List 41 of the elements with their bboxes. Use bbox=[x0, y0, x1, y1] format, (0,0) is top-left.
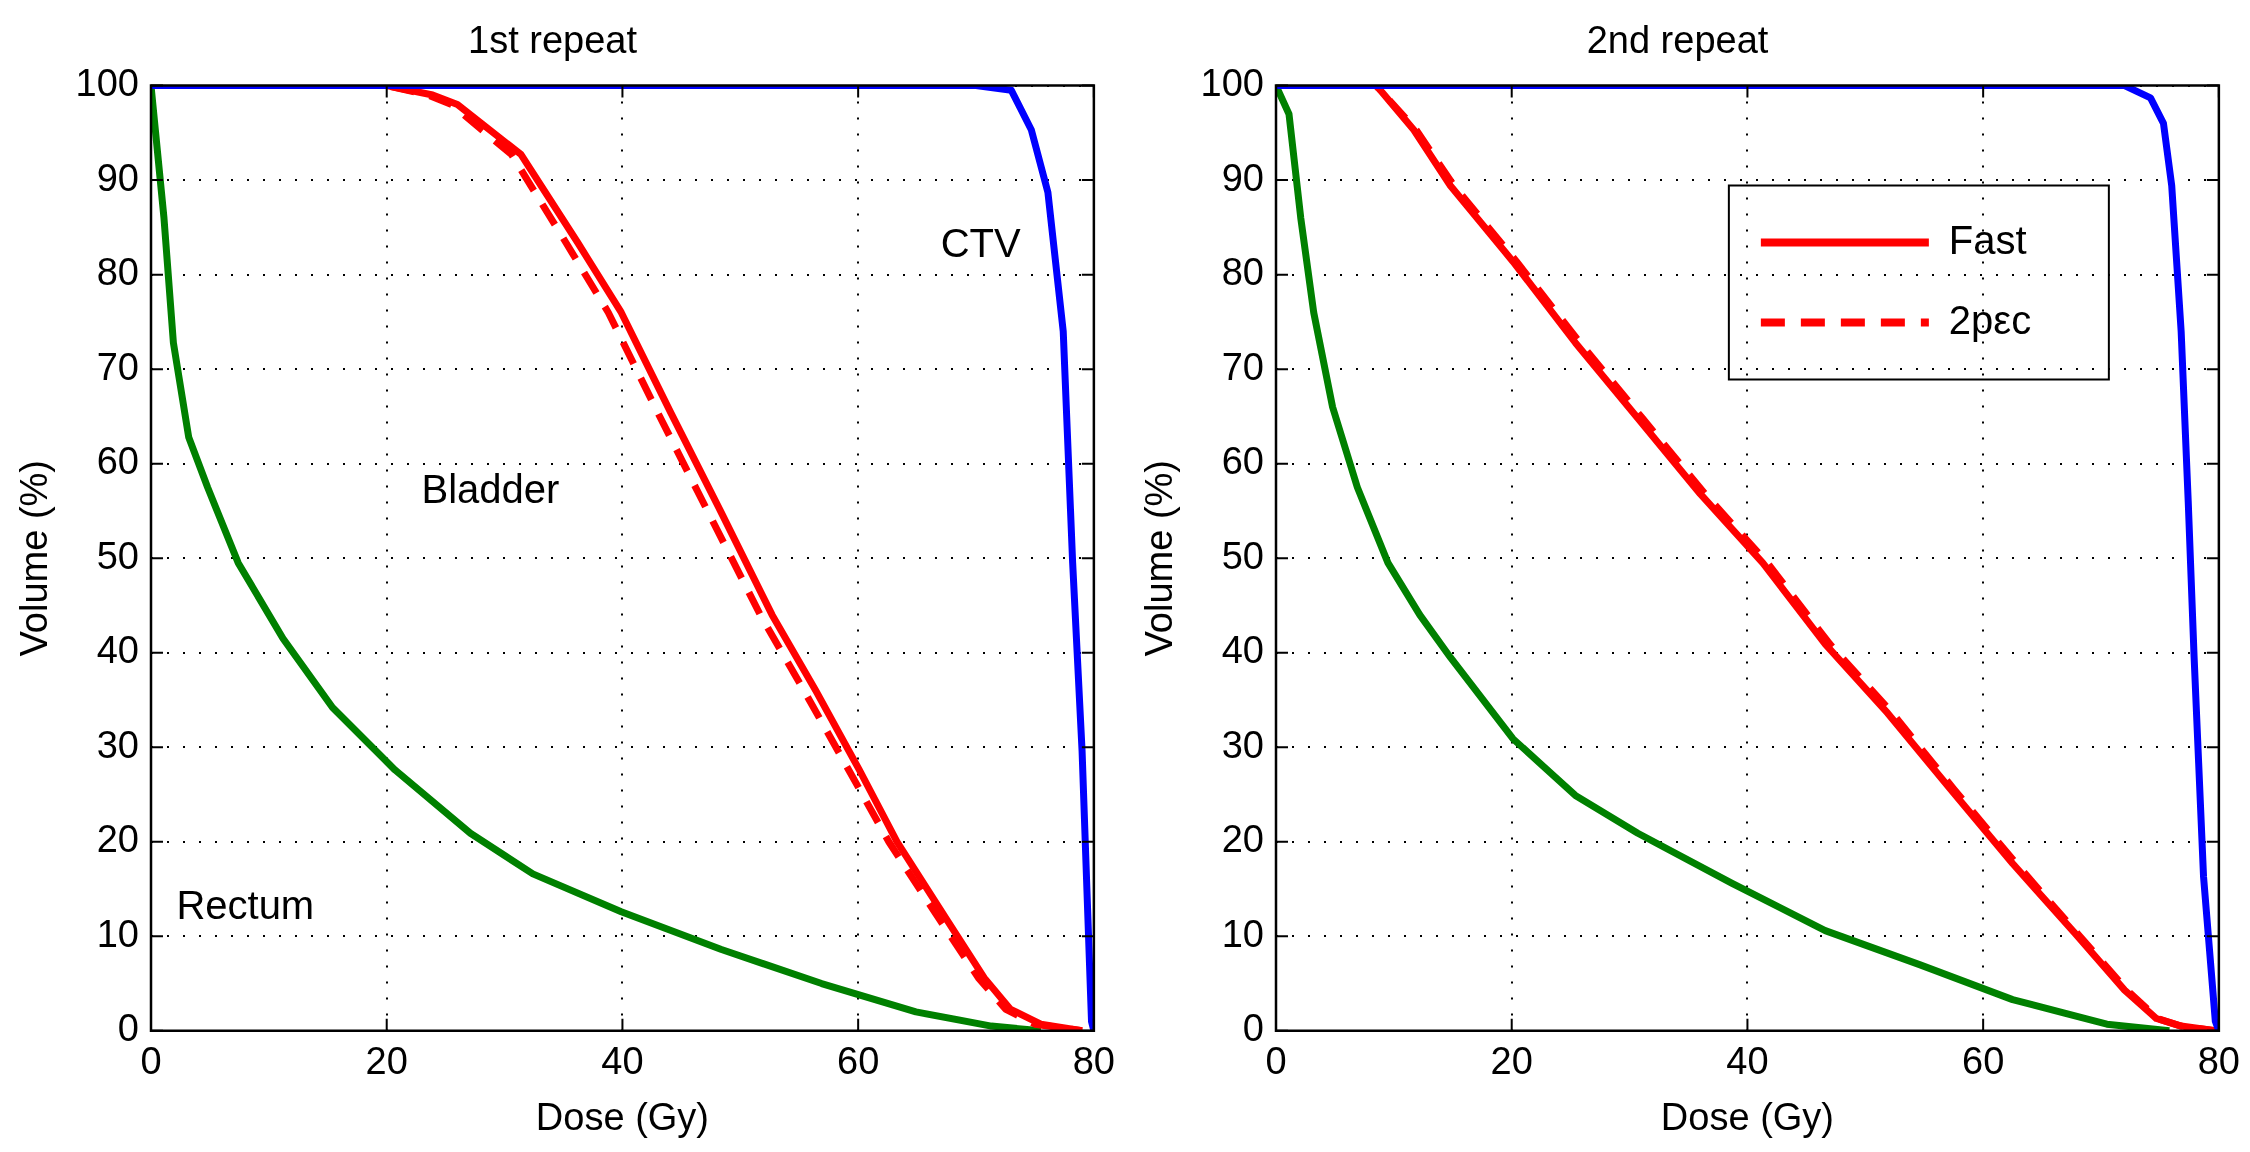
chart-title: 1st repeat bbox=[468, 19, 638, 62]
x-axis-title: Dose (Gy) bbox=[535, 1095, 709, 1138]
y-tick-label: 10 bbox=[96, 912, 139, 955]
y-tick-label: 20 bbox=[96, 818, 139, 861]
y-tick-label: 90 bbox=[96, 156, 139, 199]
y-tick-label: 0 bbox=[117, 1007, 139, 1050]
y-tick-label: 40 bbox=[96, 629, 139, 672]
y-tick-label: 10 bbox=[1221, 912, 1264, 955]
y-axis-title: Volume (%) bbox=[13, 460, 56, 657]
x-axis-title: Dose (Gy) bbox=[1660, 1095, 1834, 1138]
legend-label: Fast bbox=[1948, 217, 2027, 262]
y-tick-label: 60 bbox=[96, 440, 139, 483]
legend-label: 2pεc bbox=[1948, 297, 2032, 342]
y-axis-title: Volume (%) bbox=[1138, 460, 1181, 657]
annotation: CTV bbox=[940, 221, 1022, 266]
y-tick-label: 60 bbox=[1221, 440, 1264, 483]
x-tick-label: 40 bbox=[1726, 1040, 1769, 1083]
y-tick-label: 0 bbox=[1242, 1007, 1264, 1050]
y-tick-label: 100 bbox=[1200, 62, 1264, 105]
y-tick-label: 80 bbox=[96, 251, 139, 294]
y-tick-label: 30 bbox=[1221, 723, 1264, 766]
y-tick-label: 100 bbox=[75, 62, 139, 105]
x-tick-label: 60 bbox=[837, 1040, 880, 1083]
x-tick-label: 80 bbox=[2197, 1040, 2241, 1083]
y-tick-label: 90 bbox=[1221, 156, 1264, 199]
x-tick-label: 20 bbox=[1490, 1040, 1533, 1083]
x-tick-label: 40 bbox=[601, 1040, 644, 1083]
x-tick-label: 20 bbox=[365, 1040, 408, 1083]
y-tick-label: 70 bbox=[1221, 345, 1264, 388]
annotation: Rectum bbox=[176, 882, 315, 927]
chart-title: 2nd repeat bbox=[1586, 19, 1769, 62]
y-tick-label: 70 bbox=[96, 345, 139, 388]
y-tick-label: 30 bbox=[96, 723, 139, 766]
annotation: Bladder bbox=[421, 467, 560, 512]
y-tick-label: 50 bbox=[1221, 534, 1264, 577]
y-tick-label: 20 bbox=[1221, 818, 1264, 861]
y-tick-label: 40 bbox=[1221, 629, 1264, 672]
y-tick-label: 80 bbox=[1221, 251, 1264, 294]
x-tick-label: 60 bbox=[1962, 1040, 2005, 1083]
x-tick-label: 80 bbox=[1072, 1040, 1116, 1083]
y-tick-label: 50 bbox=[96, 534, 139, 577]
